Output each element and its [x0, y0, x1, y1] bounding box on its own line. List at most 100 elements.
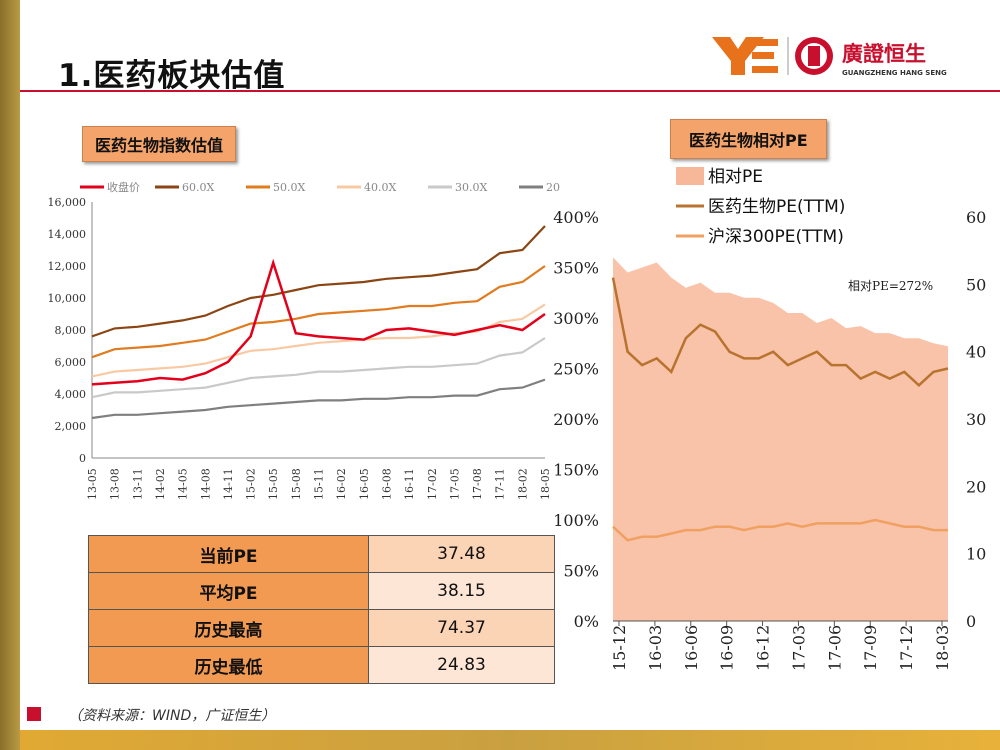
x-tick-label: 14-08 — [199, 468, 212, 500]
right-panel-title: 医药生物相对PE — [670, 119, 827, 159]
legend-label: 40.0X — [364, 181, 396, 194]
x-tick-label: 13-05 — [86, 468, 99, 500]
table-row: 历史最高 74.37 — [88, 609, 555, 647]
pe-row-label: 平均PE — [88, 572, 369, 610]
x-tick-label: 14-02 — [154, 468, 167, 500]
legend-label: 30.0X — [455, 181, 487, 194]
y-tick-label: 16,000 — [48, 196, 87, 209]
series-line — [91, 303, 546, 378]
pe-row-label: 历史最高 — [88, 609, 369, 647]
x-tick-label: 14-11 — [222, 468, 235, 500]
series-line — [91, 258, 546, 386]
x-tick-label: 15-08 — [290, 468, 303, 500]
x-tick-label: 17-09 — [861, 625, 880, 671]
y-right-tick-label: 40 — [966, 343, 986, 362]
x-tick-label: 16-06 — [682, 625, 701, 671]
x-tick-label: 15-02 — [245, 468, 258, 500]
logo-brand-text: 廣證恒生 — [842, 42, 926, 66]
title-divider — [20, 90, 1000, 92]
x-tick-label: 18-02 — [516, 468, 529, 500]
legend-swatch — [676, 167, 704, 185]
y-tick-label: 4,000 — [55, 388, 87, 401]
x-tick-label: 17-02 — [426, 468, 439, 500]
y-right-tick-label: 0 — [966, 612, 976, 631]
x-tick-label: 13-08 — [109, 468, 122, 500]
table-row: 历史最低 24.83 — [88, 646, 555, 684]
y-left-tick-label: 0% — [574, 612, 599, 631]
legend-label: 相对PE — [708, 167, 763, 187]
relative-pe-chart: 0% 50% 100% 150% 200% 250% 300% 350% 400% 0 10 20 30… — [553, 167, 986, 671]
x-tick-label: 15-11 — [313, 468, 326, 500]
legend-label: 医药生物PE(TTM) — [708, 197, 845, 217]
pe-row-label: 历史最低 — [88, 646, 369, 684]
legend-label: 50.0X — [273, 181, 305, 194]
relative-pe-annotation: 相对PE=272% — [848, 279, 933, 293]
bottom-accent-bar — [20, 730, 1000, 750]
x-tick-label: 17-03 — [789, 625, 808, 671]
y-tick-label: 2,000 — [55, 420, 87, 433]
y-left-tick-label: 350% — [553, 259, 599, 278]
left-panel-title: 医药生物指数估值 — [82, 126, 237, 162]
y-tick-label: 12,000 — [48, 260, 87, 273]
x-tick-label: 16-08 — [380, 468, 393, 500]
pe-summary-table: 当前PE 37.48 平均PE 38.15 历史最高 74.37 历史最低 24.83 — [88, 535, 555, 684]
logo-subtitle-text: GUANGZHENG HANG SENG — [842, 69, 947, 77]
y-left-tick-label: 250% — [553, 360, 599, 379]
legend-label: 60.0X — [182, 181, 214, 194]
y-tick-label: 14,000 — [48, 228, 87, 241]
x-tick-label: 13-11 — [131, 468, 144, 500]
legend-label: 收盘价 — [107, 180, 140, 194]
x-tick-label: 17-05 — [448, 468, 461, 500]
series-line — [611, 277, 949, 387]
source-bullet-icon — [27, 707, 41, 721]
y-left-tick-label: 50% — [563, 562, 599, 581]
pe-row-label: 当前PE — [88, 535, 369, 573]
y-left-tick-label: 200% — [553, 410, 599, 429]
series-line — [91, 378, 546, 420]
y-right-tick-label: 30 — [966, 410, 986, 429]
y-left-tick-label: 300% — [553, 309, 599, 328]
valuation-band-chart: 0 2,000 4,000 6,000 8,000 10,000 12,000 14,000 1… — [48, 180, 561, 500]
y-tick-label: 0 — [79, 452, 86, 465]
table-row: 当前PE 37.48 — [88, 535, 555, 573]
x-tick-label: 18-03 — [933, 625, 952, 671]
y-right-tick-label: 60 — [966, 208, 986, 227]
x-tick-label: 17-11 — [494, 468, 507, 500]
series-line — [91, 265, 546, 359]
y-left-tick-label: 400% — [553, 208, 599, 227]
relative-pe-area — [613, 257, 948, 621]
x-tick-label: 15-05 — [267, 468, 280, 500]
x-tick-label: 18-05 — [539, 468, 552, 500]
x-tick-label: 15-12 — [610, 625, 629, 671]
x-tick-label: 16-12 — [754, 625, 773, 671]
x-tick-label: 17-08 — [471, 468, 484, 500]
legend-label: 20.0X — [546, 181, 560, 194]
ye-logo-icon: 廣證恒生 GUANGZHENG HANG SENG — [712, 37, 947, 77]
y-tick-label: 6,000 — [55, 356, 87, 369]
y-tick-label: 10,000 — [48, 292, 87, 305]
y-right-tick-label: 20 — [966, 477, 986, 496]
y-left-tick-label: 150% — [553, 461, 599, 480]
series-line — [91, 337, 546, 399]
series-line — [91, 225, 546, 338]
source-note: （资料来源：WIND，广证恒生） — [68, 708, 276, 724]
x-tick-label: 17-06 — [825, 625, 844, 671]
y-left-tick-label: 100% — [553, 511, 599, 530]
left-accent-bar — [0, 0, 20, 750]
x-tick-label: 16-09 — [718, 625, 737, 671]
legend-label: 沪深300PE(TTM) — [708, 227, 844, 247]
x-tick-label: 14-05 — [177, 468, 190, 500]
page-title: 1.医药板块估值 — [58, 58, 286, 94]
pe-row-value: 24.83 — [368, 646, 555, 684]
table-row: 平均PE 38.15 — [88, 572, 555, 610]
pe-row-value: 38.15 — [368, 572, 555, 610]
x-tick-label: 16-02 — [335, 468, 348, 500]
y-tick-label: 8,000 — [55, 324, 87, 337]
pe-row-value: 37.48 — [368, 535, 555, 573]
company-logo: 廣證恒生 GUANGZHENG HANG SENG — [712, 33, 957, 79]
pe-row-value: 74.37 — [368, 609, 555, 647]
y-right-tick-label: 50 — [966, 275, 986, 294]
x-tick-label: 16-11 — [403, 468, 416, 500]
x-tick-label: 16-05 — [358, 468, 371, 500]
x-tick-label: 17-12 — [897, 625, 916, 671]
